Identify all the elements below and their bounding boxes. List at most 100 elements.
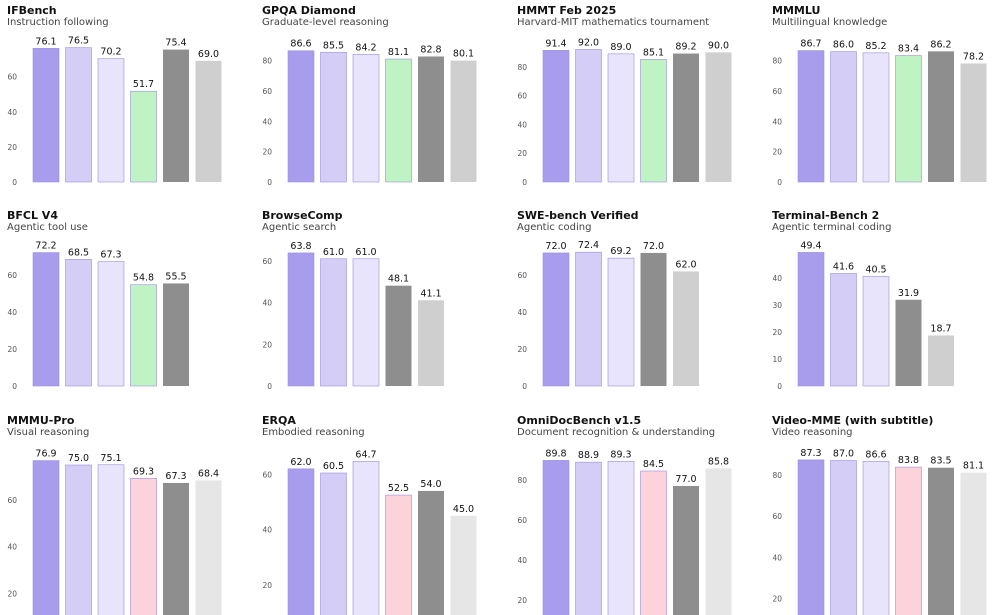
y-tick-label: 60: [517, 92, 527, 101]
bar-value-label: 62.0: [290, 457, 311, 468]
chart-panel: OmniDocBench v1.5 Document recognition & …: [510, 410, 760, 615]
bar-value-label: 61.0: [355, 247, 376, 258]
bar: [895, 466, 922, 615]
bar-value-label: 86.6: [290, 39, 311, 50]
bar: [352, 461, 380, 615]
bar: [130, 478, 157, 615]
y-tick-label: 40: [772, 117, 782, 126]
y-tick-label: 40: [262, 117, 272, 126]
bar: [418, 490, 444, 615]
y-tick-label: 40: [517, 120, 527, 129]
bar-value-label: 45.0: [453, 504, 474, 515]
bar: [830, 51, 857, 183]
bar-value-label: 84.2: [355, 42, 376, 53]
bar: [607, 257, 635, 387]
bar-value-label: 72.0: [545, 241, 566, 252]
chart-panel: BFCL V4 Agentic tool use 0 20 40 60 72.2 68.5 67…: [0, 205, 250, 410]
chart-subtitle: Video reasoning: [772, 427, 853, 438]
bar-value-label: 85.2: [865, 41, 886, 52]
bar-value-label: 18.7: [930, 323, 951, 334]
bar: [895, 55, 922, 183]
bar: [320, 472, 347, 615]
y-tick-label: 20: [517, 596, 527, 605]
bar: [163, 49, 189, 183]
bar-value-label: 89.8: [545, 448, 566, 459]
chart-title: Video-MME (with subtitle): [772, 414, 934, 427]
y-tick-label: 20: [7, 143, 17, 152]
bar-value-label: 86.0: [833, 40, 854, 51]
y-tick-label: 0: [12, 178, 17, 187]
chart-subtitle: Embodied reasoning: [262, 427, 365, 438]
chart-subtitle: Visual reasoning: [7, 427, 90, 438]
y-tick-label: 60: [772, 512, 782, 521]
bar-value-label: 54.0: [420, 479, 441, 490]
bar: [542, 252, 570, 387]
bar: [352, 258, 380, 387]
y-tick-label: 40: [517, 556, 527, 565]
bar-value-label: 41.1: [420, 288, 441, 299]
bar: [385, 285, 412, 386]
bar: [32, 460, 60, 615]
y-tick-label: 60: [262, 470, 272, 479]
chart-panel: ERQA Embodied reasoning 20 40 60 62.0 60.5 64.7…: [255, 410, 505, 615]
chart-panel: GPQA Diamond Graduate-level reasoning 0 20 4…: [255, 0, 505, 205]
y-tick-label: 0: [522, 178, 527, 187]
y-tick-label: 80: [517, 476, 527, 485]
bar: [32, 252, 60, 387]
bar: [928, 467, 954, 615]
bar-value-label: 81.1: [388, 47, 409, 58]
y-tick-label: 40: [517, 308, 527, 317]
bar: [195, 60, 222, 182]
bar-chart-plot: 20 40 60 80 87.3 87.0 86.6 83.8 83.5 81.1: [772, 448, 987, 615]
bar: [287, 468, 315, 615]
y-tick-label: 0: [267, 382, 272, 391]
bar: [385, 58, 412, 183]
y-tick-label: 40: [7, 108, 17, 117]
y-tick-label: 30: [772, 301, 782, 310]
bar: [797, 459, 825, 615]
y-tick-label: 80: [517, 63, 527, 72]
y-tick-label: 0: [12, 382, 17, 391]
chart-title: MMMLU: [772, 4, 821, 17]
bar-value-label: 54.8: [133, 273, 154, 284]
y-tick-label: 60: [262, 257, 272, 266]
bar: [418, 56, 444, 182]
y-tick-label: 60: [7, 271, 17, 280]
bar: [640, 470, 667, 615]
bar-value-label: 76.5: [68, 36, 89, 47]
bar: [928, 51, 954, 183]
bar-value-label: 69.0: [198, 49, 219, 60]
bar: [862, 276, 890, 387]
bar-value-label: 88.9: [578, 450, 599, 461]
y-tick-label: 20: [772, 328, 782, 337]
bar: [575, 49, 602, 183]
bar-value-label: 63.8: [290, 241, 311, 252]
bar-value-label: 67.3: [165, 471, 186, 482]
bar-chart-plot: 20 40 60 76.9 75.0 75.1 69.3 67.3 68.4: [7, 449, 222, 615]
y-tick-label: 40: [7, 543, 17, 552]
chart-title: BrowseComp: [262, 209, 343, 222]
bar-chart-plot: 0 20 40 60 76.1 76.5 70.2 51.7 75.4 69.0: [7, 36, 222, 187]
bar: [830, 460, 857, 615]
bar: [862, 461, 890, 615]
y-tick-label: 40: [262, 299, 272, 308]
bar: [130, 90, 157, 183]
chart-panel: SWE-bench Verified Agentic coding 0 20 40 60 7…: [510, 205, 760, 410]
y-tick-label: 80: [772, 471, 782, 480]
bar-value-label: 41.6: [833, 262, 854, 273]
bar: [673, 271, 699, 386]
bar-value-label: 82.8: [420, 44, 441, 55]
y-tick-label: 0: [777, 178, 782, 187]
bar: [97, 261, 125, 387]
bar-value-label: 64.7: [355, 449, 376, 460]
y-tick-label: 60: [517, 271, 527, 280]
bar: [163, 482, 189, 615]
bar-value-label: 86.2: [930, 39, 951, 50]
bar-value-label: 87.3: [800, 448, 821, 459]
bar-value-label: 67.3: [100, 250, 121, 261]
chart-title: Terminal-Bench 2: [772, 209, 880, 222]
bar-value-label: 83.8: [898, 455, 919, 466]
bar-value-label: 62.0: [675, 259, 696, 270]
bar-chart-plot: 0 10 20 30 40 49.4 41.6 40.5 31.9 18.7: [772, 240, 954, 391]
bar-value-label: 61.0: [323, 247, 344, 258]
